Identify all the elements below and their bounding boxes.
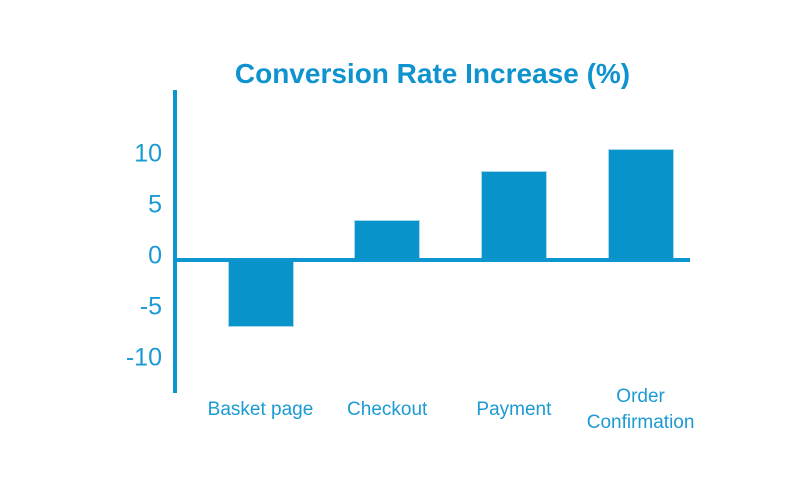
bar-basket-page (227, 260, 294, 328)
x-category-label: Payment (476, 399, 552, 421)
chart-title: Conversion Rate Increase (%) (234, 58, 631, 89)
y-tick-label: -5 (139, 292, 162, 321)
x-axis-zero-line (173, 258, 690, 262)
bar-order-confirmation (607, 148, 674, 260)
y-axis-line (173, 90, 177, 393)
x-category-label: Order Confirmation (586, 386, 695, 433)
y-tick-label: -10 (125, 343, 162, 372)
x-category-label: Checkout (347, 399, 428, 421)
bar-payment (480, 171, 547, 260)
bar-checkout (354, 220, 421, 260)
y-tick-label: 0 (148, 241, 162, 270)
y-tick-label: 10 (134, 139, 162, 168)
x-category-label: Basket page (207, 399, 314, 421)
y-tick-label: 5 (148, 190, 162, 219)
